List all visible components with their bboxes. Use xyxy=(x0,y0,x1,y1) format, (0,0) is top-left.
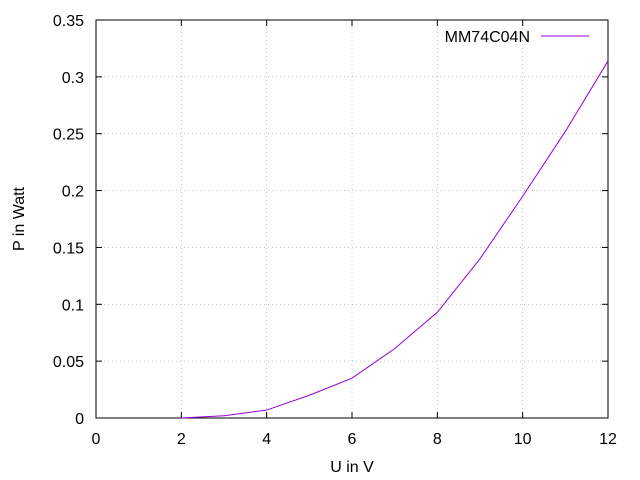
x-tick-label: 6 xyxy=(348,431,357,448)
x-axis-title: U in V xyxy=(330,459,374,476)
y-tick-label: 0.05 xyxy=(53,354,84,371)
y-tick-label: 0 xyxy=(75,411,84,428)
y-tick-label: 0.35 xyxy=(53,13,84,30)
x-tick-label: 0 xyxy=(92,431,101,448)
plot-frame xyxy=(95,19,609,419)
legend: MM74C04N xyxy=(445,29,589,46)
axis-ticks: 0 2 4 6 8 10 12 0 0.05 0.1 0.15 0.2 0.25 0.3 0.35 xyxy=(53,13,617,448)
x-tick-label: 12 xyxy=(599,431,617,448)
y-tick-label: 0.3 xyxy=(62,70,84,87)
y-tick-label: 0.15 xyxy=(53,240,84,257)
y-tick-label: 0.25 xyxy=(53,127,84,144)
x-tick-label: 2 xyxy=(177,431,186,448)
y-tick-label: 0.1 xyxy=(62,297,84,314)
x-tick-label: 4 xyxy=(262,431,271,448)
grid xyxy=(96,20,608,418)
y-axis-title: P in Watt xyxy=(11,186,28,251)
x-tick-label: 8 xyxy=(433,431,442,448)
legend-label: MM74C04N xyxy=(445,29,530,46)
x-tick-label: 10 xyxy=(514,431,532,448)
series-line xyxy=(181,60,609,419)
series-layer xyxy=(181,60,609,419)
y-tick-label: 0.2 xyxy=(62,184,84,201)
